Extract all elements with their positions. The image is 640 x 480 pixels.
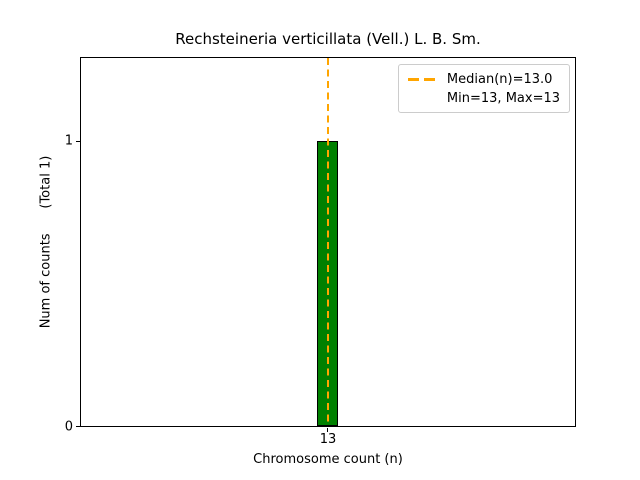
legend-label-minmax: Min=13, Max=13 [446,91,560,106]
y-tick-label-0: 0 [64,419,73,435]
y-tick-label-1: 1 [64,133,73,149]
legend: Median(n)=13.0 Min=13, Max=13 [397,64,570,113]
legend-entry-median: Median(n)=13.0 [407,70,560,89]
chart-title: Rechsteineria verticillata (Vell.) L. B.… [175,30,481,48]
legend-empty-handle [408,97,435,100]
legend-dashed-line-icon [407,78,435,81]
legend-label-median: Median(n)=13.0 [446,72,553,87]
plot-area: Median(n)=13.0 Min=13, Max=13 [80,57,576,427]
y-axis-label: Num of counts (Total 1) [38,155,54,329]
legend-entry-minmax: Min=13, Max=13 [408,89,560,108]
x-tick-label-13: 13 [319,432,337,447]
y-tick-mark-0 [76,426,80,427]
x-axis-label: Chromosome count (n) [253,452,403,467]
x-tick-mark-13 [327,428,328,432]
y-tick-mark-1 [76,141,80,142]
median-line [327,58,329,426]
